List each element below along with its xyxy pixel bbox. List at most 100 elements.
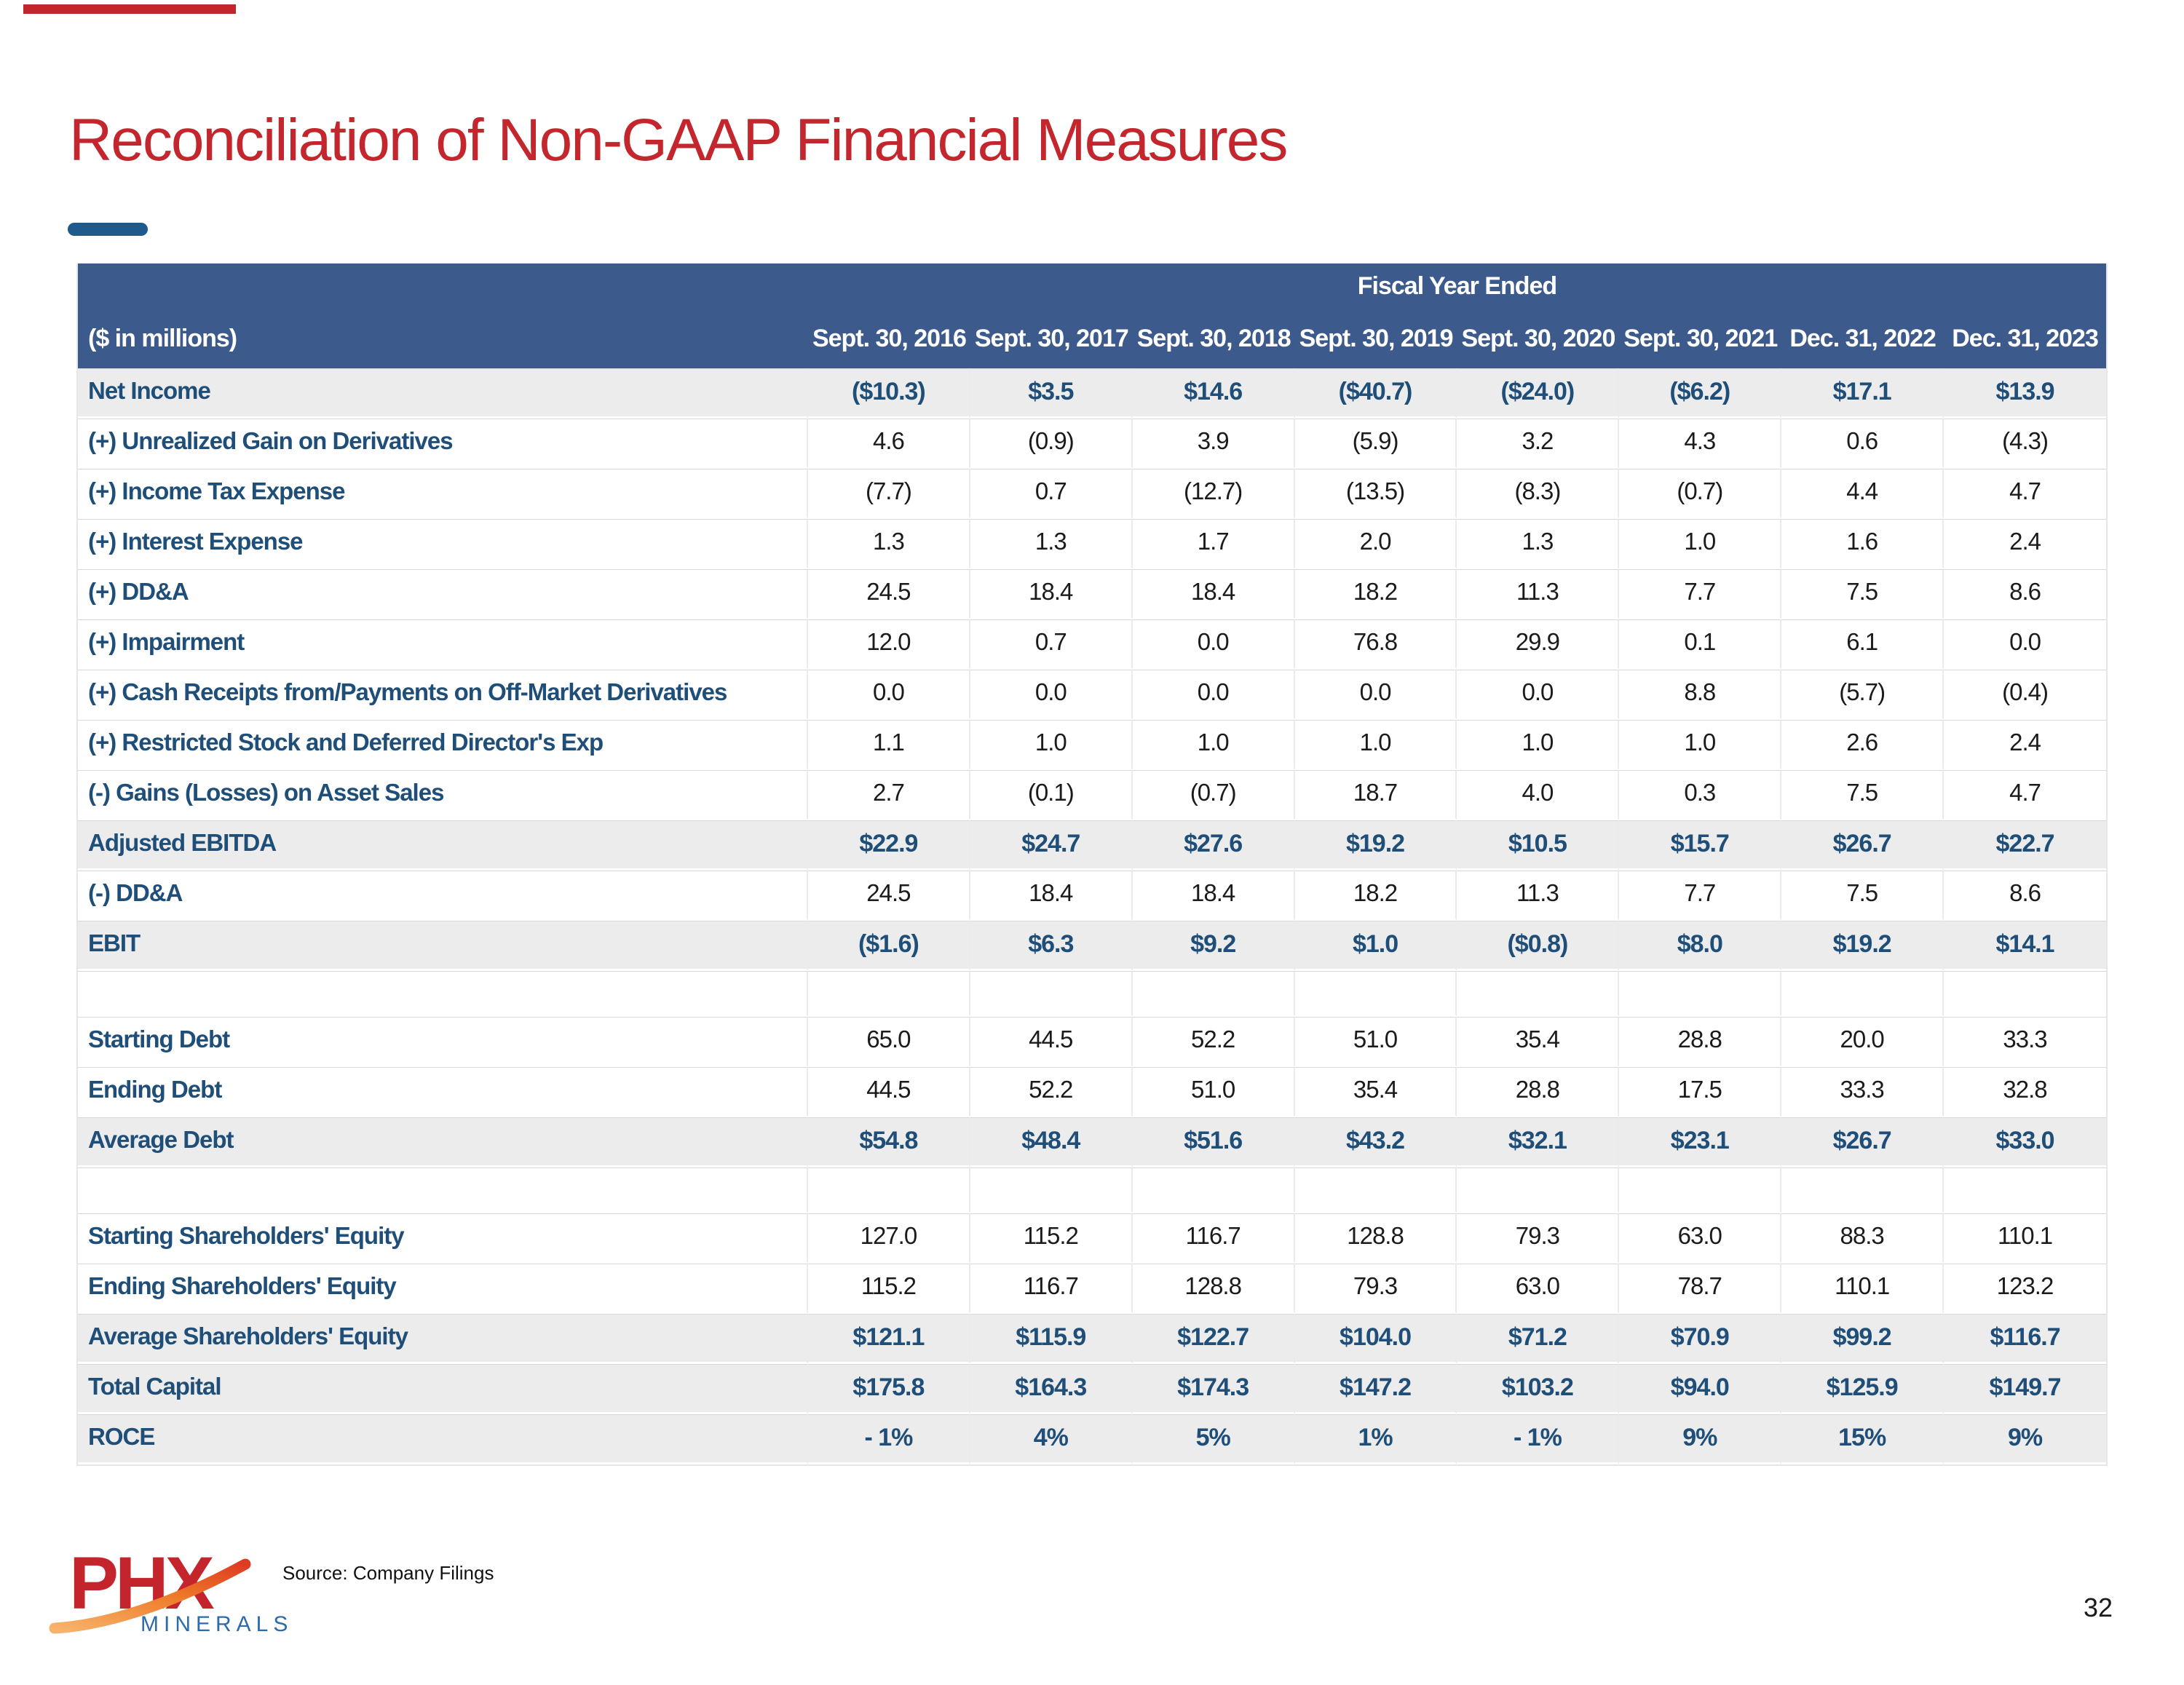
row-label: Average Shareholders' Equity [78, 1314, 808, 1364]
cell-value: 128.8 [1132, 1264, 1295, 1314]
cell-value: 0.0 [970, 670, 1133, 720]
cell-value: $175.8 [807, 1364, 970, 1414]
cell-value [970, 1167, 1133, 1213]
cell-value: $17.1 [1781, 368, 1944, 419]
cell-value: 123.2 [1944, 1264, 2106, 1314]
cell-value [807, 1167, 970, 1213]
cell-value: 1.0 [1619, 720, 1782, 770]
cell-value: 3.2 [1457, 419, 1620, 469]
cell-value: 4.4 [1781, 469, 1944, 519]
cell-value: 63.0 [1457, 1264, 1620, 1314]
cell-value: - 1% [1457, 1414, 1620, 1464]
cell-value: (12.7) [1132, 469, 1295, 519]
table-row: Average Debt $54.8 $48.4 $51.6 $43.2 $32.1 $23… [78, 1117, 2106, 1167]
cell-value: 2.7 [807, 770, 970, 820]
cell-value: $10.5 [1457, 820, 1620, 871]
cell-value: 116.7 [1132, 1213, 1295, 1264]
row-label: Net Income [78, 368, 808, 419]
cell-value: (0.4) [1944, 670, 2106, 720]
cell-value: 1.7 [1132, 519, 1295, 569]
cell-value: 2.4 [1944, 720, 2106, 770]
cell-value: - 1% [807, 1414, 970, 1464]
row-label: (-) DD&A [78, 871, 808, 921]
cell-value: 116.7 [970, 1264, 1133, 1314]
header-spacer-cell [78, 263, 808, 309]
cell-value: 0.7 [970, 469, 1133, 519]
cell-value: 6.1 [1781, 619, 1944, 670]
cell-value: $116.7 [1944, 1314, 2106, 1364]
cell-value: 0.0 [1944, 619, 2106, 670]
table-row: Ending Debt 44.5 52.2 51.0 35.4 28.8 17.5 33.3 3… [78, 1067, 2106, 1117]
cell-value: $3.5 [970, 368, 1133, 419]
cell-value: 7.7 [1619, 569, 1782, 619]
cell-value: 1.0 [1132, 720, 1295, 770]
page-number: 32 [2084, 1593, 2113, 1622]
cell-value: (13.5) [1294, 469, 1457, 519]
row-label: Ending Shareholders' Equity [78, 1264, 808, 1314]
cell-value: 76.8 [1294, 619, 1457, 670]
table-header: Fiscal Year Ended ($ in millions) Sept. … [78, 263, 2106, 368]
cell-value: $6.3 [970, 921, 1133, 971]
row-label: (+) DD&A [78, 569, 808, 619]
row-label: Adjusted EBITDA [78, 820, 808, 871]
cell-value: 2.0 [1294, 519, 1457, 569]
cell-value: $125.9 [1781, 1364, 1944, 1414]
row-label: (-) Gains (Losses) on Asset Sales [78, 770, 808, 820]
cell-value: 1.0 [1294, 720, 1457, 770]
table-row: (+) DD&A 24.5 18.4 18.4 18.2 11.3 7.7 7.5 8.6 [78, 569, 2106, 619]
table-row: Starting Shareholders' Equity 127.0 115.2 1… [78, 1213, 2106, 1264]
cell-value: $26.7 [1781, 1117, 1944, 1167]
cell-value: 1.3 [1457, 519, 1620, 569]
cell-value: 1.0 [970, 720, 1133, 770]
cell-value: 15% [1781, 1414, 1944, 1464]
cell-value: 88.3 [1781, 1213, 1944, 1264]
table-row: Adjusted EBITDA $22.9 $24.7 $27.6 $19.2 $10.5… [78, 820, 2106, 871]
table-column-header-row: ($ in millions) Sept. 30, 2016 Sept. 30, … [78, 309, 2106, 368]
cell-value: 8.8 [1619, 670, 1782, 720]
cell-value: 33.3 [1944, 1017, 2106, 1067]
cell-value [1457, 971, 1620, 1017]
table-row: Net Income ($10.3) $3.5 $14.6 ($40.7) ($24.0)… [78, 368, 2106, 419]
cell-value: (0.7) [1619, 469, 1782, 519]
cell-value: 8.6 [1944, 569, 2106, 619]
cell-value: (0.9) [970, 419, 1133, 469]
cell-value [1457, 1167, 1620, 1213]
cell-value: (5.7) [1781, 670, 1944, 720]
source-note: Source: Company Filings [282, 1562, 494, 1584]
table-body: Net Income ($10.3) $3.5 $14.6 ($40.7) ($24.0)… [78, 368, 2106, 1464]
cell-value: 2.6 [1781, 720, 1944, 770]
cell-value: $48.4 [970, 1117, 1133, 1167]
table-row: EBIT ($1.6) $6.3 $9.2 $1.0 ($0.8) $8.0 $19.2 $14… [78, 921, 2106, 971]
cell-value: 44.5 [970, 1017, 1133, 1067]
column-header: Dec. 31, 2022 [1781, 309, 1944, 368]
cell-value: 44.5 [807, 1067, 970, 1117]
cell-value: 5% [1132, 1414, 1295, 1464]
cell-value: $147.2 [1294, 1364, 1457, 1414]
cell-value: 0.7 [970, 619, 1133, 670]
cell-value: $8.0 [1619, 921, 1782, 971]
row-label: (+) Restricted Stock and Deferred Direct… [78, 720, 808, 770]
cell-value: 11.3 [1457, 569, 1620, 619]
cell-value: $174.3 [1132, 1364, 1295, 1414]
cell-value: $71.2 [1457, 1314, 1620, 1364]
cell-value: (0.7) [1132, 770, 1295, 820]
phx-minerals-logo: PHX MINERALS [49, 1542, 309, 1640]
cell-value: $121.1 [807, 1314, 970, 1364]
table-row: (+) Impairment 12.0 0.7 0.0 76.8 29.9 0.1 6.1 0.… [78, 619, 2106, 670]
cell-value: 110.1 [1781, 1264, 1944, 1314]
cell-value: 0.0 [1457, 670, 1620, 720]
cell-value: $115.9 [970, 1314, 1133, 1364]
table-row: Average Shareholders' Equity $121.1 $115.9… [78, 1314, 2106, 1364]
row-label: (+) Impairment [78, 619, 808, 670]
cell-value: 18.4 [1132, 569, 1295, 619]
table-row: (+) Cash Receipts from/Payments on Off-M… [78, 670, 2106, 720]
cell-value: 1.3 [970, 519, 1133, 569]
cell-value: $32.1 [1457, 1117, 1620, 1167]
cell-value: $19.2 [1294, 820, 1457, 871]
cell-value: 115.2 [807, 1264, 970, 1314]
column-header: Sept. 30, 2019 [1294, 309, 1457, 368]
cell-value: 28.8 [1457, 1067, 1620, 1117]
cell-value: 33.3 [1781, 1067, 1944, 1117]
row-label: Average Debt [78, 1117, 808, 1167]
cell-value: 52.2 [970, 1067, 1133, 1117]
